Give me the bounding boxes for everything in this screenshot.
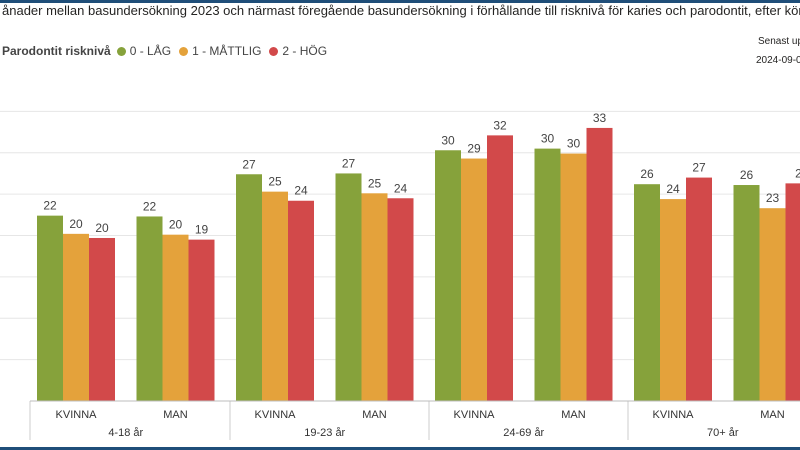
bar — [262, 191, 288, 401]
bar — [89, 237, 115, 401]
category-label: MAN — [760, 409, 785, 421]
chart-title: ånader mellan basundersökning 2023 och n… — [2, 3, 800, 18]
category-label: MAN — [163, 409, 188, 421]
top-border — [0, 0, 800, 3]
group-label: 19-23 år — [304, 427, 345, 439]
legend-dot-high — [269, 46, 279, 56]
bar — [387, 198, 414, 401]
bar — [63, 233, 89, 401]
bar — [560, 153, 587, 401]
bar — [37, 215, 63, 401]
legend-label-moderate: 1 - MÅTTLIG — [192, 44, 262, 58]
last-updated-date: 2024-09-0 — [756, 55, 800, 66]
category-label: KVINNA — [56, 409, 98, 421]
legend-item-low[interactable]: 0 - LÅG — [116, 44, 172, 58]
bar-value-label: 25 — [368, 176, 382, 190]
legend: Parodontit risknivå 0 - LÅG 1 - MÅTTLIG … — [2, 44, 335, 58]
bar — [634, 184, 660, 401]
bar-value-label: 29 — [467, 142, 481, 156]
bottom-border — [0, 447, 800, 450]
bar — [733, 185, 760, 401]
category-label: KVINNA — [653, 409, 695, 421]
bar — [461, 158, 487, 401]
bar-value-label: 20 — [69, 217, 83, 231]
bar-value-label: 2 — [795, 166, 800, 180]
bar — [660, 199, 686, 401]
group-label: 4-18 år — [108, 427, 143, 439]
bar-value-label: 25 — [268, 175, 282, 189]
legend-label-low: 0 - LÅG — [129, 44, 172, 58]
bar-value-label: 19 — [195, 223, 209, 237]
bar — [586, 127, 613, 402]
bar — [335, 173, 362, 401]
bar-value-label: 20 — [95, 221, 109, 235]
bar-value-label: 33 — [593, 111, 607, 125]
last-updated-label: Senast upp — [758, 36, 800, 47]
legend-dot-low — [116, 46, 126, 56]
legend-label-high: 2 - HÖG — [282, 44, 328, 58]
bar — [236, 174, 262, 401]
bar-value-label: 30 — [441, 133, 455, 147]
category-label: KVINNA — [255, 409, 297, 421]
bar — [686, 177, 712, 401]
bar-value-label: 22 — [43, 199, 57, 213]
bar-value-label: 22 — [143, 199, 157, 213]
category-label: MAN — [561, 409, 586, 421]
legend-dot-moderate — [179, 46, 189, 56]
bar — [759, 208, 786, 401]
bar-value-label: 26 — [740, 168, 754, 182]
bar-value-label: 24 — [666, 182, 680, 196]
bar — [162, 234, 189, 401]
bar-value-label: 30 — [567, 137, 581, 151]
bar-value-label: 20 — [169, 218, 183, 232]
bar — [487, 135, 513, 401]
legend-item-moderate[interactable]: 1 - MÅTTLIG — [179, 44, 261, 58]
bar — [785, 183, 800, 401]
bar-value-label: 24 — [394, 181, 408, 195]
bar — [288, 200, 314, 401]
bar-value-label: 32 — [493, 118, 507, 132]
bar-value-label: 27 — [692, 161, 706, 175]
legend-title: Parodontit risknivå — [2, 44, 111, 58]
bar — [435, 150, 461, 401]
bar — [188, 239, 215, 401]
bar-value-label: 23 — [766, 191, 780, 205]
bar-value-label: 30 — [541, 132, 555, 146]
group-label: 70+ år — [707, 427, 739, 439]
bar-value-label: 27 — [242, 157, 256, 171]
category-label: MAN — [362, 409, 387, 421]
bar — [136, 216, 163, 401]
bar-value-label: 26 — [640, 167, 654, 181]
group-label: 24-69 år — [503, 427, 544, 439]
bar-value-label: 24 — [294, 184, 308, 198]
category-label: KVINNA — [454, 409, 496, 421]
bar — [361, 193, 388, 401]
bar — [534, 148, 561, 401]
bar-value-label: 27 — [342, 156, 356, 170]
legend-item-high[interactable]: 2 - HÖG — [269, 44, 327, 58]
